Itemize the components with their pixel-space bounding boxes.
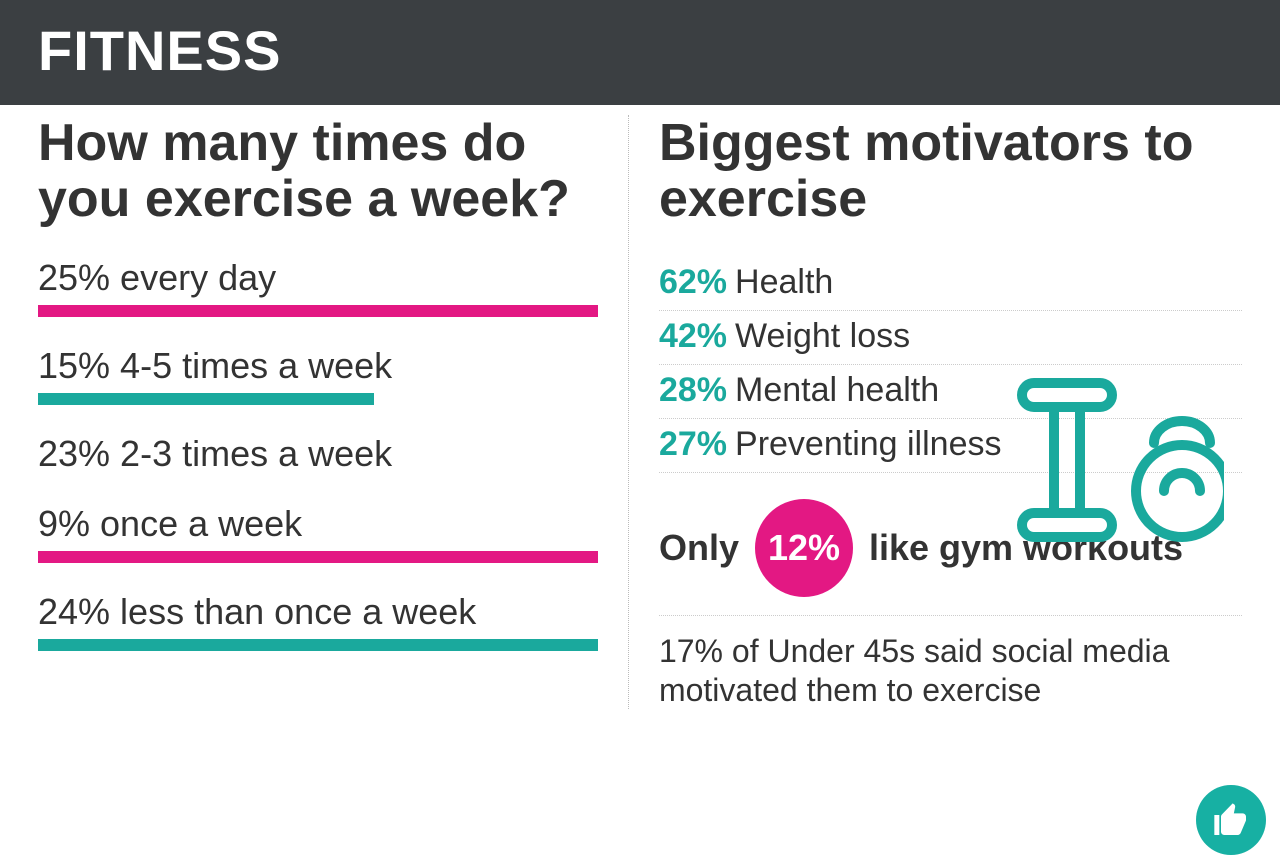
content: How many times do you exercise a week? 2… [0, 105, 1280, 709]
frequency-bar [38, 305, 598, 317]
left-column: How many times do you exercise a week? 2… [38, 115, 628, 709]
motivator-label: Weight loss [735, 317, 910, 355]
frequency-list: 25% every day 15% 4-5 times a week 23% 2-3… [38, 257, 598, 651]
header-bar: FITNESS [0, 0, 1280, 105]
gym-prefix: Only [659, 527, 739, 569]
frequency-item: 9% once a week [38, 503, 598, 563]
frequency-bar [38, 551, 598, 563]
motivator-percent: 28% [659, 371, 727, 409]
frequency-bar [38, 393, 374, 405]
gym-equipment-icon [1014, 373, 1224, 558]
frequency-item: 25% every day [38, 257, 598, 317]
motivators-title: Biggest motivators to exercise [659, 115, 1242, 227]
exercise-frequency-question: How many times do you exercise a week? [38, 115, 598, 227]
frequency-item: 15% 4-5 times a week [38, 345, 598, 405]
frequency-bar [38, 639, 598, 651]
motivator-row: 42%Weight loss [659, 311, 1242, 365]
motivator-label: Preventing illness [735, 425, 1001, 463]
frequency-item: 24% less than once a week [38, 591, 598, 651]
motivator-percent: 62% [659, 263, 727, 301]
motivator-label: Mental health [735, 371, 939, 409]
motivator-percent: 27% [659, 425, 727, 463]
frequency-label: 24% less than once a week [38, 591, 598, 633]
motivator-percent: 42% [659, 317, 727, 355]
motivator-row: 62%Health [659, 257, 1242, 311]
frequency-label: 15% 4-5 times a week [38, 345, 598, 387]
gym-percent-badge: 12% [755, 499, 853, 597]
frequency-label: 9% once a week [38, 503, 598, 545]
social-media-stat: 17% of Under 45s said social media motiv… [659, 616, 1242, 709]
thumbs-up-icon [1196, 785, 1266, 855]
frequency-label: 23% 2-3 times a week [38, 433, 598, 475]
frequency-item: 23% 2-3 times a week [38, 433, 598, 475]
frequency-label: 25% every day [38, 257, 598, 299]
page-title: FITNESS [38, 18, 1242, 83]
motivator-label: Health [735, 263, 833, 301]
